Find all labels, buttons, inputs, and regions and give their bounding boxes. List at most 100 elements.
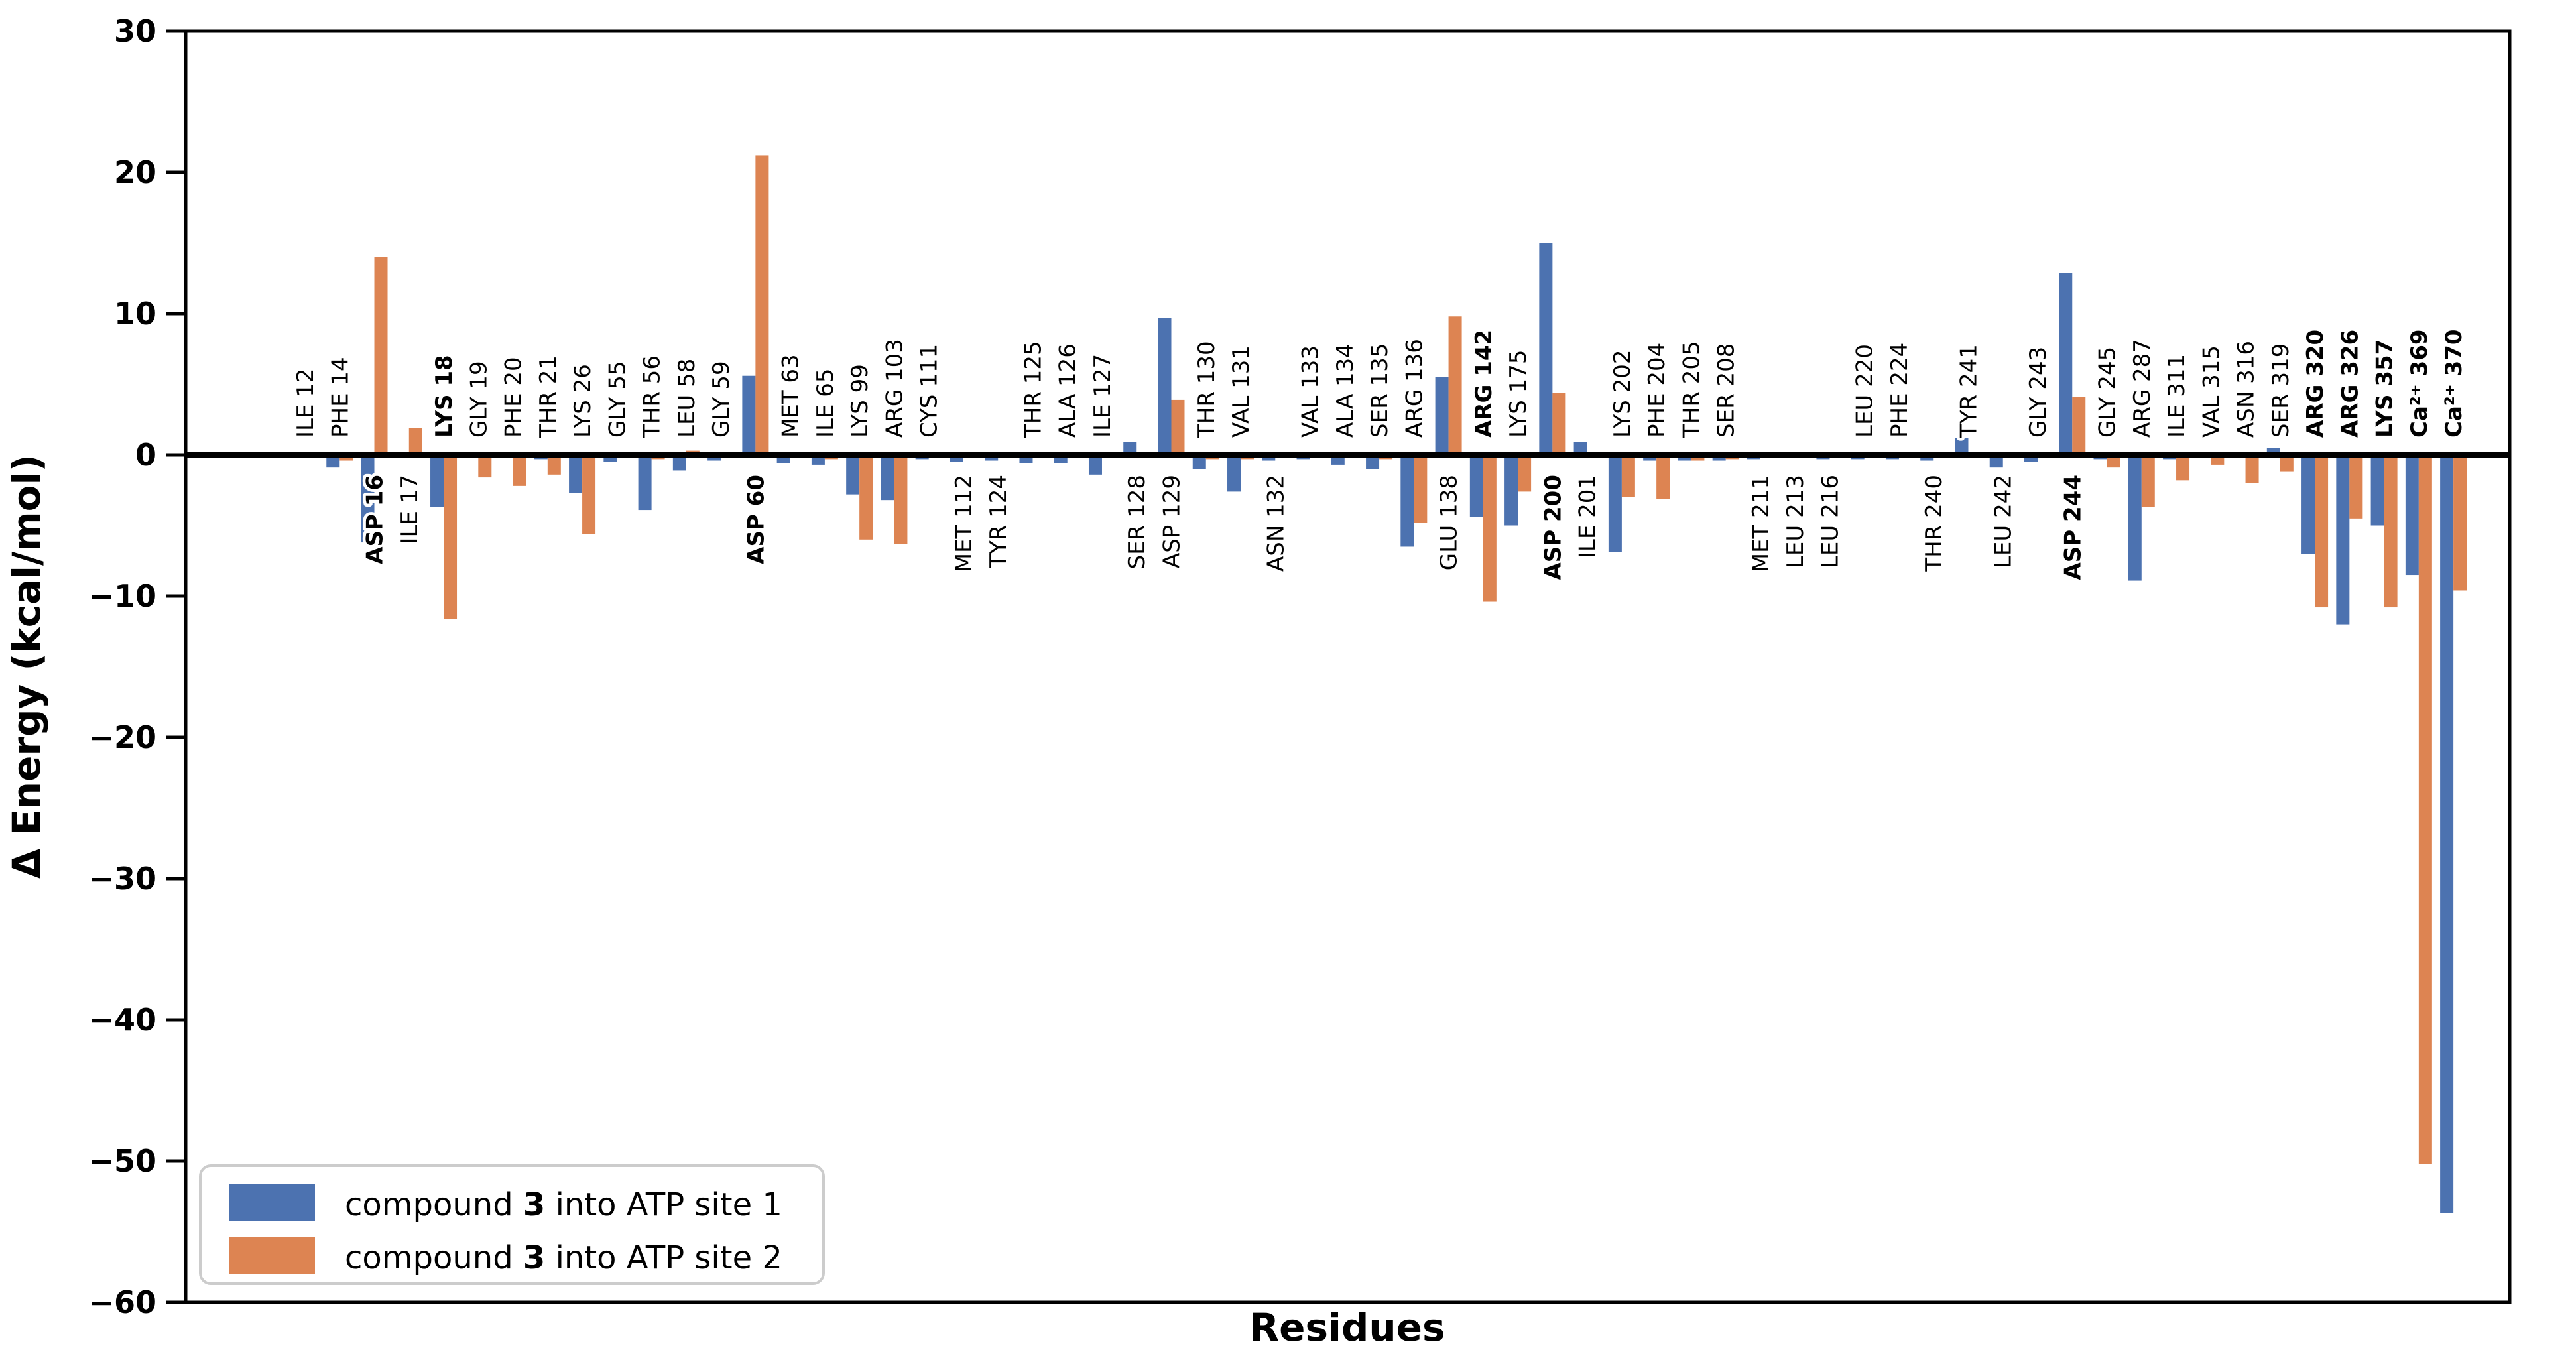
residue-label-GLY-19: GLY 19 — [465, 361, 492, 438]
residue-label-ILE-12: ILE 12 — [292, 368, 319, 438]
bar-site1-ILE-201 — [1573, 442, 1587, 455]
residue-label-GLY-243: GLY 243 — [2025, 347, 2052, 438]
bar-site2-LYS-357 — [2384, 455, 2398, 608]
bar-site1-LEU-58 — [672, 455, 686, 471]
residue-label-LEU-220: LEU 220 — [1852, 344, 1878, 438]
bar-site1-SER-128 — [1123, 442, 1137, 455]
bar-site2-ARG-136 — [1414, 455, 1428, 523]
bar-site1-ASP-200 — [1539, 243, 1553, 455]
bar-site2-ASP-129 — [1171, 399, 1185, 455]
residue-label-SER-319: SER 319 — [2268, 343, 2294, 438]
residue-label-ASP-60: ASP 60 — [743, 475, 769, 564]
residue-label-ALA-134: ALA 134 — [1332, 343, 1359, 438]
bar-site1-TYR-241 — [1955, 438, 1969, 455]
bar-site2-ARG-142 — [1483, 455, 1497, 602]
bar-site1-ARG-103 — [881, 455, 894, 501]
bar-site2-ASN-316 — [2245, 455, 2259, 483]
bar-site1-ASP-16 — [361, 455, 375, 543]
residue-label-LYS-99: LYS 99 — [847, 364, 873, 438]
x-axis-title: Residues — [1249, 1305, 1445, 1350]
residue-label-ARG-136: ARG 136 — [1401, 339, 1428, 438]
bar-site1-ASP-129 — [1158, 318, 1172, 455]
bar-site2-ASP-16 — [374, 257, 388, 455]
residue-label-VAL-315: VAL 315 — [2198, 345, 2225, 438]
residue-label-SER-208: SER 208 — [1713, 343, 1740, 438]
residue-label-GLU-138: GLU 138 — [1436, 475, 1463, 570]
bar-site2-PHE-20 — [513, 455, 526, 486]
bar-site1-THR-56 — [638, 455, 652, 511]
bar-site1-ILE-127 — [1088, 455, 1102, 475]
y-tick-label-30: 30 — [114, 13, 156, 49]
bar-site1-LYS-175 — [1504, 455, 1518, 526]
y-tick-label-10: 10 — [114, 296, 156, 332]
y-tick-label--10: −10 — [88, 578, 156, 614]
bar-site2-Ca²⁺-369 — [2418, 455, 2432, 1164]
y-tick-label-20: 20 — [114, 154, 156, 190]
residue-label-LEU-216: LEU 216 — [1817, 475, 1843, 568]
bar-site1-ASP-60 — [742, 375, 756, 455]
bar-site1-LYS-357 — [2370, 455, 2384, 526]
residue-label-MET-211: MET 211 — [1748, 475, 1774, 572]
bar-site2-ARG-320 — [2315, 455, 2329, 608]
residue-label-LYS-26: LYS 26 — [570, 364, 596, 438]
bar-site1-THR-130 — [1192, 455, 1206, 469]
bar-site2-ASP-244 — [2072, 397, 2086, 455]
residue-label-MET-63: MET 63 — [778, 354, 804, 438]
bar-site1-ARG-326 — [2336, 455, 2350, 625]
bar-site1-LYS-26 — [569, 455, 583, 493]
residue-label-ILE-201: ILE 201 — [1575, 475, 1601, 558]
residue-label-PHE-204: PHE 204 — [1644, 343, 1670, 438]
bar-site2-ASP-60 — [755, 155, 769, 455]
legend: compound 3 into ATP site 1 compound 3 in… — [199, 1164, 825, 1285]
residue-label-GLY-55: GLY 55 — [604, 361, 631, 438]
y-axis-ticks: 30 20 10 0 −10 −20 −30 −40 −50 −60 — [88, 13, 186, 1320]
bar-site1-GLY-55 — [603, 455, 617, 462]
bar-site1-GLU-138 — [1435, 377, 1449, 455]
bar-site1-ARG-320 — [2301, 455, 2315, 554]
residue-label-PHE-224: PHE 224 — [1886, 343, 1913, 438]
bar-site2-ARG-103 — [894, 455, 908, 544]
residue-label-TYR-124: TYR 124 — [985, 475, 1012, 569]
y-tick-label--40: −40 — [88, 1002, 156, 1038]
y-tick-label-0: 0 — [135, 437, 156, 473]
bar-site1-SER-319 — [2266, 448, 2280, 455]
residue-label-LYS-357: LYS 357 — [2372, 340, 2398, 438]
bar-site2-ILE-17 — [408, 428, 422, 455]
residue-label-THR-205: THR 205 — [1678, 341, 1705, 438]
bar-site1-SER-135 — [1366, 455, 1380, 469]
residue-label-PHE-20: PHE 20 — [501, 357, 527, 438]
bar-site2-ARG-287 — [2141, 455, 2155, 507]
residue-label-ALA-126: ALA 126 — [1055, 343, 1081, 438]
y-axis-title: Δ Energy (kcal/mol) — [4, 454, 49, 879]
residue-label-THR-130: THR 130 — [1194, 341, 1220, 438]
bar-site1-LYS-99 — [846, 455, 860, 495]
legend-label-site1: compound 3 into ATP site 1 — [345, 1186, 782, 1223]
residue-label-ARG-287: ARG 287 — [2129, 339, 2156, 438]
bar-site2-LYS-99 — [859, 455, 873, 540]
residue-label-ARG-320: ARG 320 — [2302, 330, 2329, 438]
bar-site1-GLY-243 — [2024, 455, 2038, 462]
bar-site1-Ca²⁺-369 — [2405, 455, 2419, 576]
y-tick-label--30: −30 — [88, 861, 156, 896]
residue-label-LYS-202: LYS 202 — [1609, 350, 1636, 438]
plot-frame — [184, 29, 2512, 1304]
residue-label-ILE-65: ILE 65 — [812, 368, 839, 438]
residue-label-CYS-111: CYS 111 — [916, 344, 943, 438]
residue-label-ILE-127: ILE 127 — [1089, 354, 1116, 438]
y-tick-label--60: −60 — [88, 1284, 156, 1320]
residue-label-THR-240: THR 240 — [1921, 475, 1947, 572]
legend-label-site2: compound 3 into ATP site 2 — [345, 1239, 782, 1276]
residue-label-ASN-132: ASN 132 — [1262, 475, 1289, 572]
residue-label-LEU-58: LEU 58 — [674, 359, 700, 438]
residue-label-ARG-103: ARG 103 — [881, 339, 908, 438]
residue-label-ASN-316: ASN 316 — [2233, 341, 2260, 438]
residue-label-THR-125: THR 125 — [1020, 341, 1047, 438]
residue-label-ASP-16: ASP 16 — [362, 475, 389, 564]
bar-site1-ARG-136 — [1400, 455, 1414, 547]
bar-site2-SER-319 — [2280, 455, 2294, 472]
bar-site2-Ca²⁺-370 — [2453, 455, 2467, 591]
residue-label-ILE-17: ILE 17 — [397, 475, 423, 544]
residue-labels-layer: ILE 12 PHE 14 ASP 16 ILE 17 LYS 18 GLY 19 PHE … — [290, 326, 2471, 583]
residue-label-ASP-129: ASP 129 — [1159, 475, 1186, 568]
